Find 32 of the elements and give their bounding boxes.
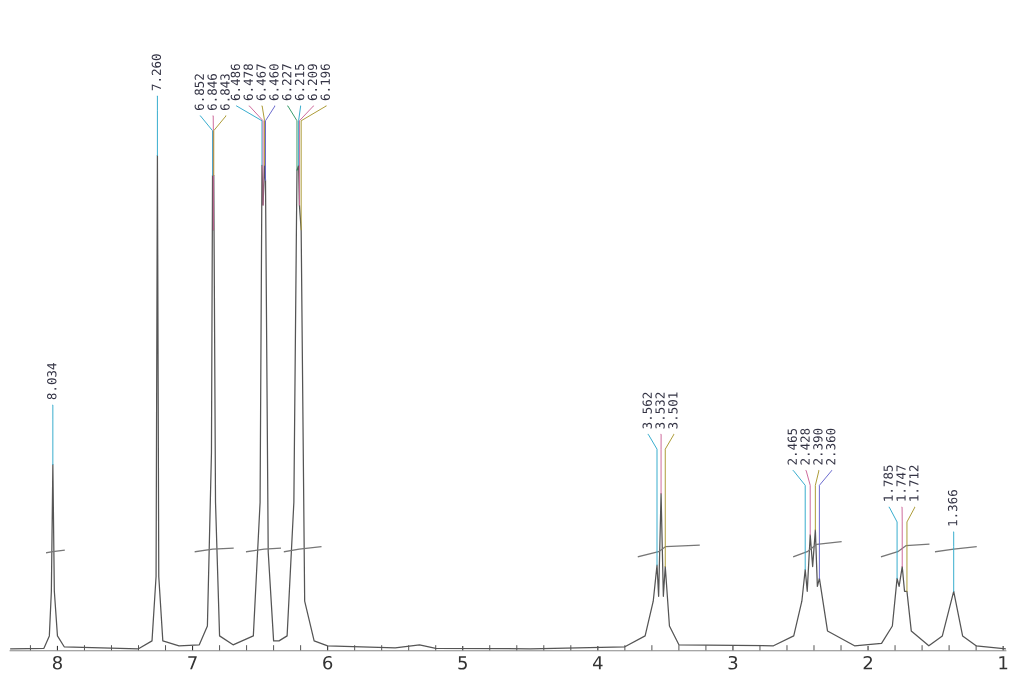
x-tick-label: 8 [52, 655, 62, 670]
annotation: 6.460 [269, 64, 279, 101]
annotation: 1.366 [947, 490, 958, 526]
annotation: 3.562 [642, 392, 652, 429]
annotation: 6.467 [256, 64, 266, 101]
x-tick-label: 3 [728, 655, 738, 670]
x-tick-label: 7 [188, 656, 197, 670]
annotation: 2.360 [826, 428, 836, 465]
annotation: 6.227 [282, 64, 292, 101]
annotation: 7.260 [151, 54, 162, 91]
x-tick-label: 6 [323, 655, 333, 670]
annotation: 2.390 [813, 428, 823, 465]
annotation: 2.465 [787, 428, 797, 465]
annotation: 1.785 [883, 465, 893, 501]
annotation: 3.501 [668, 392, 678, 429]
annotation: 6.209 [307, 64, 318, 101]
annotation: 1.712 [909, 465, 919, 501]
x-tick-label: 2 [863, 655, 872, 670]
annotation: 8.034 [47, 363, 57, 400]
annotation: 6.215 [294, 64, 305, 101]
annotation: 6.846 [207, 74, 217, 111]
x-tick-label: 1 [999, 656, 1008, 670]
annotation: 1.747 [896, 465, 906, 501]
annotation: 6.196 [320, 64, 330, 101]
annotation: 6.478 [243, 64, 253, 101]
x-tick-label: 4 [592, 656, 603, 670]
annotation: 6.843 [220, 74, 230, 111]
annotation: 6.486 [230, 64, 241, 101]
annotation: 6.852 [194, 74, 205, 111]
x-tick-label: 5 [458, 656, 467, 670]
annotation: 2.428 [800, 428, 810, 465]
annotation: 3.532 [655, 392, 665, 429]
